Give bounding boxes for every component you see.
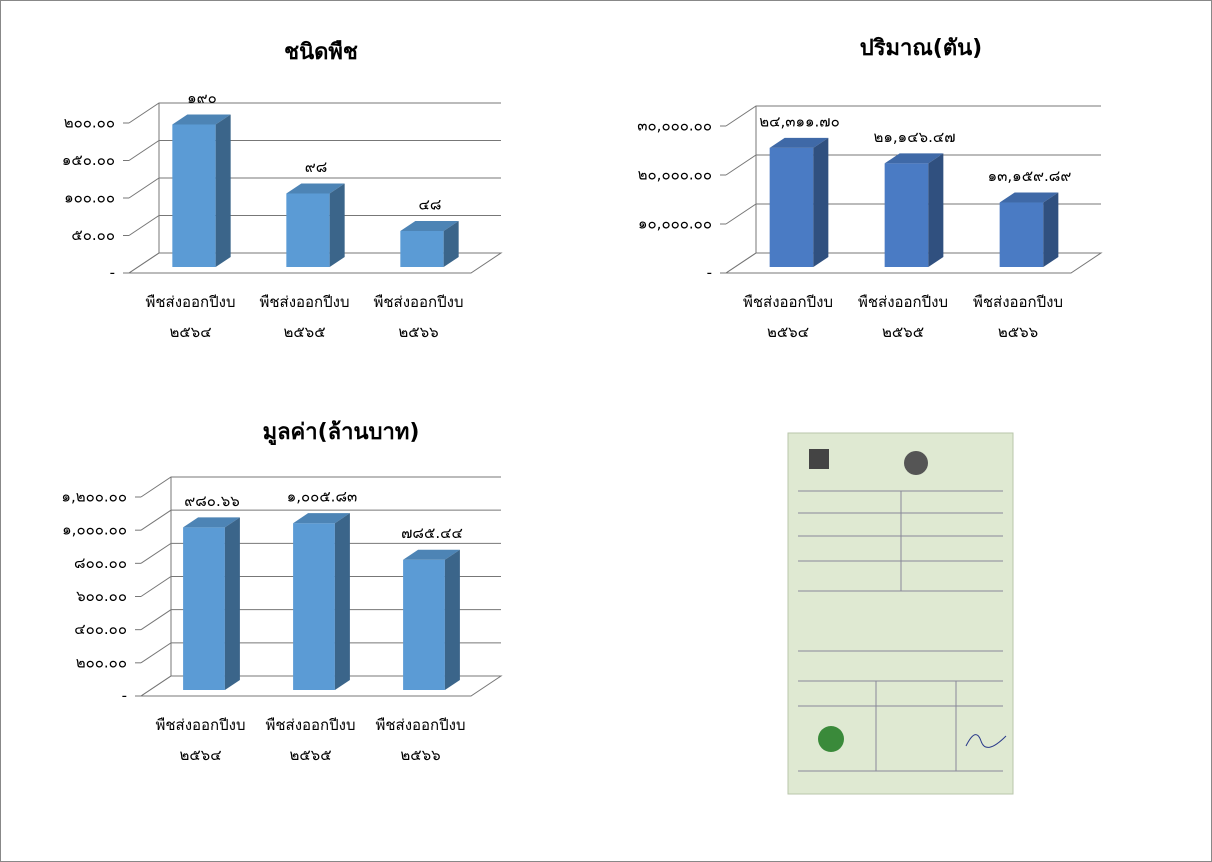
- x-tick-label: พืชส่งออกปีงบ ๒๕๖๖: [956, 287, 1081, 347]
- y-tick-label: ๒๐๐.๐๐: [64, 114, 115, 132]
- y-tick-label: ๔๐๐.๐๐: [74, 620, 127, 638]
- y-tick-label: -: [110, 264, 115, 282]
- bar-side: [330, 183, 345, 267]
- data-label: ๙๘: [305, 158, 328, 176]
- bar: [1000, 203, 1044, 267]
- bar-side: [225, 517, 240, 690]
- bar: [403, 560, 445, 690]
- bar: [770, 148, 814, 267]
- y-tick-label: ๒๐,๐๐๐.๐๐: [638, 166, 712, 184]
- x-tick-label: พืชส่งออกปีงบ ๒๕๖๔: [128, 287, 253, 347]
- y-tick-label: ๑๐๐.๐๐: [64, 189, 115, 207]
- page: ชนิดพืช-๕๐.๐๐๑๐๐.๐๐๑๕๐.๐๐๒๐๐.๐๐๑๙๐๙๘๔๘ปร…: [0, 0, 1212, 862]
- bar-side: [928, 153, 943, 267]
- y-tick-label: -: [122, 687, 127, 705]
- y-tick-label: ๓๐,๐๐๐.๐๐: [637, 117, 712, 135]
- bar-side: [445, 550, 460, 690]
- x-tick-label: พืชส่งออกปีงบ ๒๕๖๕: [242, 287, 367, 347]
- chart-title: มูลค่า(ล้านบาท): [263, 420, 420, 446]
- y-tick-label: ๕๐.๐๐: [71, 226, 115, 244]
- data-label: ๑,๐๐๕.๘๓: [287, 488, 358, 506]
- y-tick-label: ๑๐,๐๐๐.๐๐: [638, 215, 712, 233]
- y-tick-label: ๖๐๐.๐๐: [76, 587, 127, 605]
- bar-side: [335, 513, 350, 690]
- x-tick-label: พืชส่งออกปีงบ ๒๕๖๔: [726, 287, 851, 347]
- bar: [172, 125, 215, 268]
- data-label: ๒๔,๓๑๑.๗๐: [759, 112, 840, 130]
- data-label: ๑๙๐: [187, 89, 217, 107]
- chart-title: ปริมาณ(ตัน): [860, 36, 982, 61]
- x-tick-label: พืชส่งออกปีงบ ๒๕๖๕: [248, 710, 373, 770]
- bar: [293, 523, 335, 690]
- x-tick-label: พืชส่งออกปีงบ ๒๕๖๔: [138, 710, 263, 770]
- chart-title: ชนิดพืช: [284, 40, 358, 65]
- y-tick-label: ๘๐๐.๐๐: [74, 554, 127, 572]
- data-label: ๒๑,๑๔๖.๔๗: [874, 128, 956, 146]
- data-label: ๗๘๕.๔๔: [401, 524, 463, 542]
- data-label: ๙๘๐.๖๖: [184, 492, 240, 510]
- bar-side: [813, 138, 828, 267]
- bar-side: [1043, 192, 1058, 267]
- bar: [286, 194, 329, 268]
- certificate: [788, 433, 1013, 794]
- data-label: ๑๓,๑๕๙.๘๙: [988, 167, 1072, 185]
- data-label: ๔๘: [419, 196, 442, 214]
- y-tick-label: ๑,๐๐๐.๐๐: [62, 521, 127, 539]
- bar: [885, 163, 929, 267]
- y-tick-label: ๑๕๐.๐๐: [62, 151, 115, 169]
- bar-side: [216, 114, 231, 267]
- bar: [183, 527, 225, 690]
- x-tick-label: พืชส่งออกปีงบ ๒๕๖๕: [841, 287, 966, 347]
- bar: [400, 231, 443, 267]
- x-tick-label: พืชส่งออกปีงบ ๒๕๖๖: [356, 287, 481, 347]
- x-tick-label: พืชส่งออกปีงบ ๒๕๖๖: [358, 710, 483, 770]
- y-tick-label: -: [707, 264, 712, 282]
- y-tick-label: ๑,๒๐๐.๐๐: [61, 488, 127, 506]
- y-tick-label: ๒๐๐.๐๐: [76, 653, 127, 671]
